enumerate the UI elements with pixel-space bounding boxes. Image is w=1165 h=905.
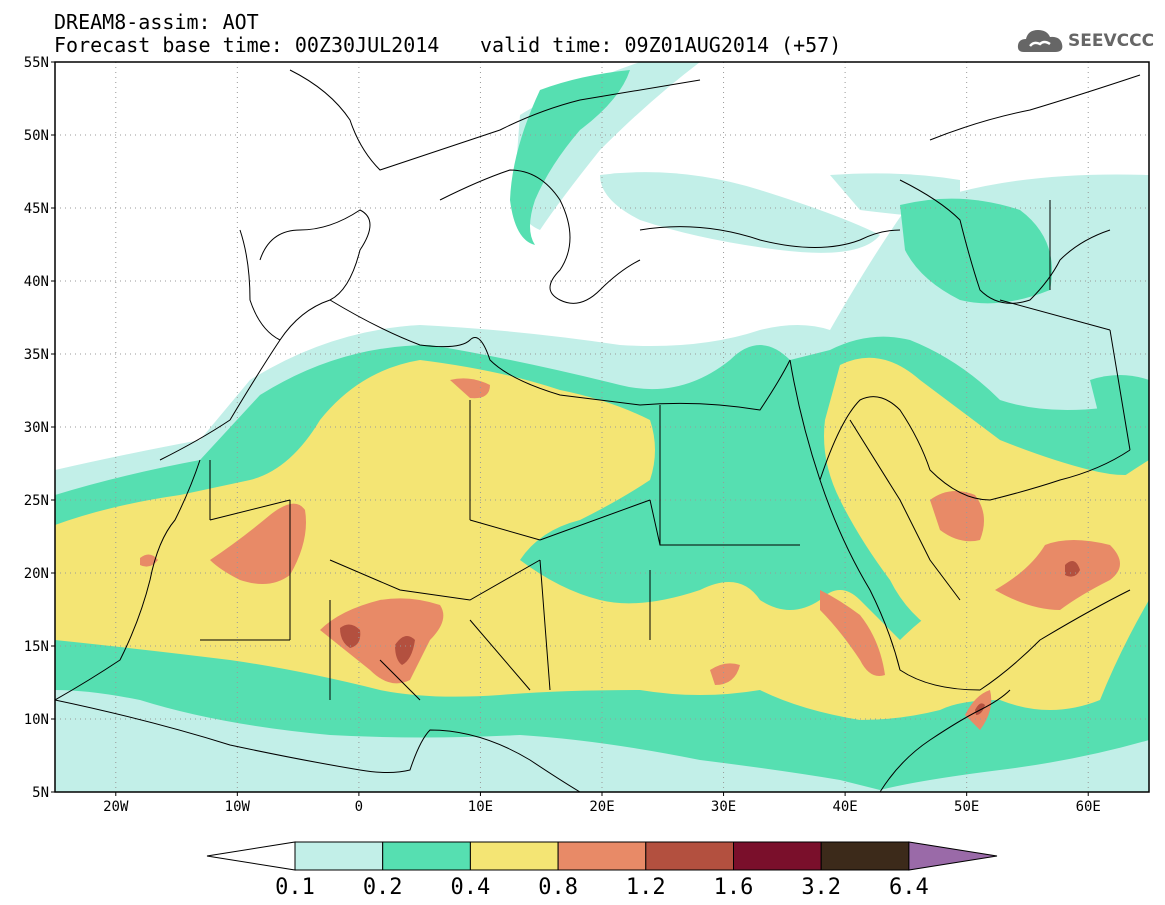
colorbar-label: 0.4 [451,875,491,900]
aot-level-0.2-region [1090,375,1149,434]
longitude-label: 40E [832,799,857,815]
aot-level-1.2-region [975,703,985,715]
latitude-label: 30N [24,420,49,436]
aot-colorbar: 0.1 0.2 0.4 0.8 1.2 1.6 3.2 6.4 [206,841,998,900]
latitude-label: 50N [24,128,49,144]
latitude-label: 35N [24,347,49,363]
aot-level-0.2-region [900,198,1052,304]
aot-level-0.8-region [210,503,306,584]
longitude-axis: 20W 10W 0 10E 20E 30E 40E 50E 60E [103,792,1101,815]
longitude-label: 50E [954,799,979,815]
latitude-label: 55N [24,55,49,71]
colorbar-label: 0.8 [538,875,578,900]
aot-level-1.2-region [395,636,415,665]
colorbar-segment [382,841,471,871]
aot-level-0.8-region [995,540,1120,610]
colorbar-label: 3.2 [801,875,841,900]
aot-level-0.1-region [600,172,880,253]
aot-contour-field [55,62,1149,792]
colorbar-segment [645,841,734,871]
logo-text: SEEVCCC [1068,31,1155,51]
valid-time: valid time: 09Z01AUG2014 (+57) [480,33,842,57]
latitude-label: 40N [24,274,49,290]
latitude-label: 20N [24,566,49,582]
aot-level-1.2-region [340,624,361,648]
colorbar-segment [733,841,822,871]
colorbar-segment [294,841,384,871]
colorbar-label: 0.2 [363,875,403,900]
colorbar-above-arrow [908,841,998,871]
coastlines-and-borders [55,69,1141,792]
aot-level-0.2-region [510,70,630,245]
colorbar-below-arrow [206,841,296,871]
colorbar-segment [557,841,647,871]
aot-level-0.8-region [320,598,444,684]
map-title: DREAM8-assim: AOT [54,10,259,34]
latitude-label: 45N [24,201,49,217]
colorbar-segment [820,841,910,871]
aot-level-0.8-region [820,590,885,676]
longitude-label: 10E [468,799,493,815]
colorbar-label: 0.1 [275,875,315,900]
aot-level-0.8-region [450,378,490,399]
latitude-label: 5N [32,785,49,801]
colorbar-label: 6.4 [889,875,929,900]
aot-level-0.8-region [710,663,740,685]
forecast-base-time: Forecast base time: 00Z30JUL2014 [54,33,440,57]
longitude-label: 60E [1076,799,1101,815]
latitude-label: 10N [24,712,49,728]
colorbar-segment [469,841,559,871]
longitude-label: 30E [711,799,736,815]
latitude-axis: 55N 50N 45N 40N 35N 30N 25N 20N 15N 10N 5N [24,55,55,801]
longitude-label: 20W [103,799,129,815]
cloud-icon [1017,30,1063,52]
longitude-label: 20E [589,799,614,815]
aot-level-1.2-region [1065,561,1080,577]
map-graticule [55,62,1149,792]
longitude-label: 0 [355,799,363,815]
latitude-label: 15N [24,639,49,655]
colorbar-label: 1.6 [714,875,754,900]
aot-level-0.8-region [930,491,984,542]
latitude-label: 25N [24,493,49,509]
seevccc-logo: SEEVCCC [1016,24,1156,58]
colorbar-label: 1.2 [626,875,666,900]
longitude-label: 10W [225,799,251,815]
